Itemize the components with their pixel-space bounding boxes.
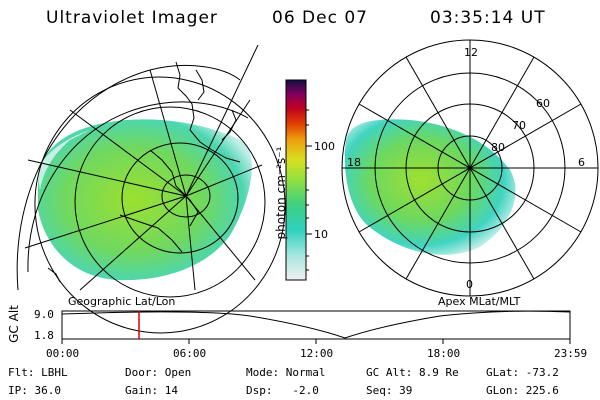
instrument-title: Ultraviolet Imager: [46, 8, 218, 28]
altitude-xtick-3: 18:00: [427, 347, 461, 360]
colorbar-tick-100: 100: [314, 140, 335, 153]
ip-info: IP: 36.0: [8, 384, 61, 397]
altitude-ytick-bottom: 1.8: [34, 329, 54, 342]
right-map-caption: Apex MLat/MLT: [438, 295, 521, 308]
filter-info: Flt: LBHL: [8, 366, 68, 379]
altitude-xtick-1: 06:00: [173, 347, 207, 360]
colorbar-unit-label: photon cm⁻²s⁻¹: [274, 146, 288, 240]
door-info: Door: Open: [125, 366, 192, 379]
glat-info: GLat: -73.2: [486, 366, 559, 379]
dsp-info: Dsp: -2.0: [246, 384, 319, 397]
gain-info: Gain: 14: [125, 384, 178, 397]
mlt-label-12: 12: [464, 46, 478, 59]
coastline: [47, 61, 241, 283]
left-map-grid: [16, 44, 286, 334]
time-label: 03:35:14 UT: [430, 8, 546, 28]
mlat-label-60: 60: [536, 97, 550, 110]
left-aurora-image: [37, 119, 252, 281]
right-polar-map: [341, 39, 599, 297]
mlat-label-80: 80: [491, 141, 505, 154]
date-label: 06 Dec 07: [272, 8, 368, 28]
gc-alt-info: GC Alt: 8.9 Re: [366, 366, 459, 379]
mlt-label-0: 0: [466, 278, 473, 291]
mlt-label-18: 18: [347, 156, 361, 169]
altitude-plot: [61, 310, 571, 344]
mlat-label-70: 70: [512, 119, 526, 132]
colorbar-ticks: [306, 109, 312, 271]
altitude-ylabel: GC Alt: [7, 305, 21, 343]
seq-info: Seq: 39: [366, 384, 413, 397]
glon-info: GLon: 225.6: [486, 384, 559, 397]
colorbar-tick-10: 10: [314, 228, 328, 241]
altitude-xtick-0: 00:00: [46, 347, 80, 360]
right-aurora-image: [344, 119, 516, 255]
altitude-xtick-2: 12:00: [300, 347, 334, 360]
left-map-caption: Geographic Lat/Lon: [68, 295, 176, 308]
altitude-ytick-top: 9.0: [34, 308, 54, 321]
altitude-curve: [61, 310, 571, 339]
mode-info: Mode: Normal: [246, 366, 326, 379]
altitude-xtick-4: 23:59: [554, 347, 588, 360]
colorbar: [285, 79, 307, 281]
mlt-label-6: 6: [578, 156, 585, 169]
